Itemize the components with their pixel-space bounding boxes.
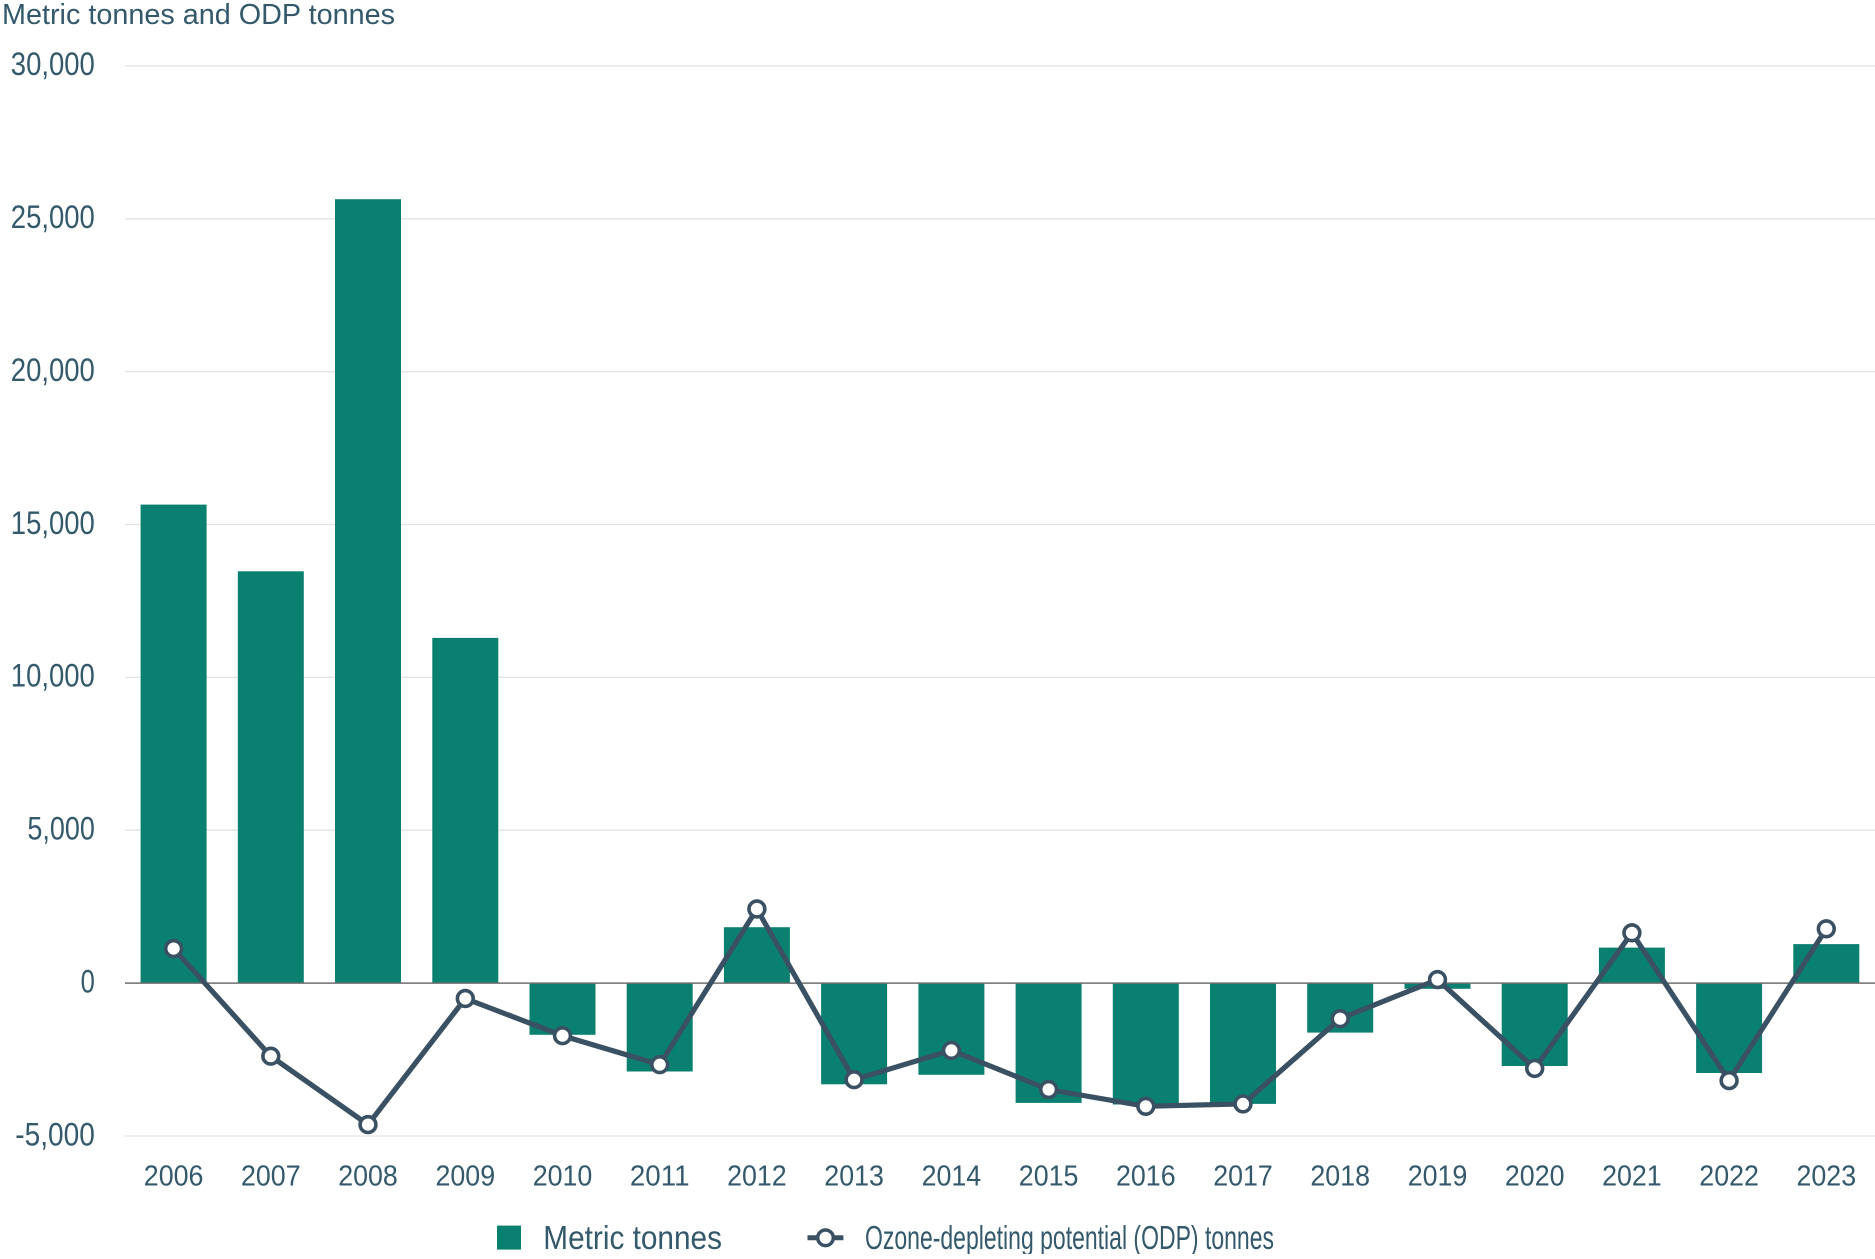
svg-text:2009: 2009 bbox=[436, 1161, 496, 1193]
svg-text:2008: 2008 bbox=[338, 1161, 398, 1193]
svg-text:2016: 2016 bbox=[1116, 1161, 1176, 1193]
svg-text:2006: 2006 bbox=[144, 1161, 204, 1193]
svg-text:Metric tonnes: Metric tonnes bbox=[543, 1219, 722, 1254]
svg-text:2010: 2010 bbox=[533, 1161, 593, 1193]
svg-text:25,000: 25,000 bbox=[11, 199, 95, 235]
svg-text:5,000: 5,000 bbox=[27, 811, 94, 847]
svg-text:2015: 2015 bbox=[1019, 1161, 1079, 1193]
svg-text:2014: 2014 bbox=[922, 1161, 982, 1193]
svg-text:30,000: 30,000 bbox=[11, 46, 95, 82]
svg-text:2018: 2018 bbox=[1310, 1161, 1370, 1193]
svg-text:2022: 2022 bbox=[1699, 1161, 1759, 1193]
svg-text:2012: 2012 bbox=[727, 1161, 787, 1193]
svg-text:2020: 2020 bbox=[1505, 1161, 1565, 1193]
svg-text:2007: 2007 bbox=[241, 1161, 301, 1193]
svg-text:20,000: 20,000 bbox=[11, 352, 95, 388]
svg-text:Ozone-depleting potential (ODP: Ozone-depleting potential (ODP) tonnes bbox=[865, 1219, 1274, 1254]
svg-text:2019: 2019 bbox=[1408, 1161, 1468, 1193]
svg-text:2023: 2023 bbox=[1797, 1161, 1857, 1193]
svg-text:0: 0 bbox=[81, 963, 95, 999]
svg-text:15,000: 15,000 bbox=[11, 505, 95, 541]
svg-text:Metric tonnes and ODP tonnes: Metric tonnes and ODP tonnes bbox=[2, 0, 395, 31]
svg-text:2017: 2017 bbox=[1213, 1161, 1273, 1193]
svg-text:2013: 2013 bbox=[824, 1161, 884, 1193]
svg-text:2021: 2021 bbox=[1602, 1161, 1662, 1193]
svg-text:2011: 2011 bbox=[630, 1161, 690, 1193]
svg-text:10,000: 10,000 bbox=[11, 658, 95, 694]
svg-text:-5,000: -5,000 bbox=[15, 1116, 95, 1152]
